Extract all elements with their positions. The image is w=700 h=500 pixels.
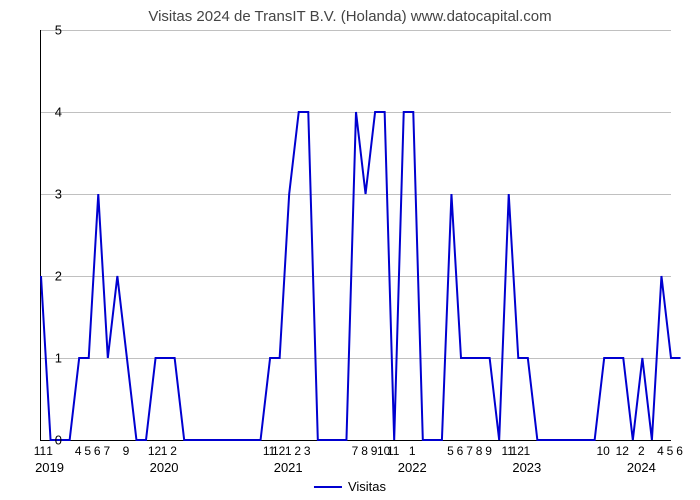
y-tick-label: 5 bbox=[42, 23, 62, 38]
plot-area bbox=[40, 30, 671, 441]
x-month-label: 7 bbox=[103, 444, 110, 458]
x-month-label: 1 bbox=[285, 444, 292, 458]
x-month-label: 7 bbox=[352, 444, 359, 458]
x-month-label: 12 bbox=[616, 444, 629, 458]
legend-label: Visitas bbox=[348, 479, 386, 494]
x-month-label: 1 bbox=[409, 444, 416, 458]
x-month-label: 11 bbox=[34, 444, 46, 458]
x-year-label: 2022 bbox=[398, 460, 427, 475]
x-month-label: 2 bbox=[170, 444, 177, 458]
x-month-labels: 1114567912121112123789101115678911121101… bbox=[40, 444, 670, 459]
x-month-label: 5 bbox=[667, 444, 674, 458]
x-year-label: 2021 bbox=[274, 460, 303, 475]
x-month-label: 5 bbox=[447, 444, 454, 458]
x-month-label: 8 bbox=[361, 444, 368, 458]
y-tick-label: 4 bbox=[42, 105, 62, 120]
x-month-label: 6 bbox=[457, 444, 464, 458]
y-tick-label: 3 bbox=[42, 187, 62, 202]
x-month-label: 9 bbox=[485, 444, 492, 458]
x-year-label: 2024 bbox=[627, 460, 656, 475]
x-year-label: 2020 bbox=[150, 460, 179, 475]
x-month-label: 3 bbox=[304, 444, 311, 458]
x-month-label: 7 bbox=[466, 444, 473, 458]
x-month-label: 4 bbox=[657, 444, 664, 458]
x-year-label: 2019 bbox=[35, 460, 64, 475]
x-month-label: 12 bbox=[272, 444, 285, 458]
x-month-label: 6 bbox=[676, 444, 683, 458]
line-series bbox=[41, 30, 671, 440]
x-month-label: 1 bbox=[161, 444, 168, 458]
x-month-label: 5 bbox=[84, 444, 91, 458]
legend: Visitas bbox=[314, 479, 386, 494]
x-month-label: 10 bbox=[596, 444, 609, 458]
legend-swatch bbox=[314, 486, 342, 488]
x-month-label: 4 bbox=[75, 444, 82, 458]
x-month-label: 2 bbox=[638, 444, 645, 458]
x-year-label: 2023 bbox=[512, 460, 541, 475]
x-month-label: 12 bbox=[511, 444, 524, 458]
x-month-label: 8 bbox=[476, 444, 483, 458]
x-month-label: 6 bbox=[94, 444, 101, 458]
x-month-label: 1 bbox=[46, 444, 53, 458]
y-tick-label: 2 bbox=[42, 269, 62, 284]
y-tick-label: 1 bbox=[42, 351, 62, 366]
x-month-label: 1 bbox=[523, 444, 530, 458]
chart-title: Visitas 2024 de TransIT B.V. (Holanda) w… bbox=[0, 8, 700, 25]
x-month-label: 12 bbox=[148, 444, 161, 458]
x-month-label: 2 bbox=[294, 444, 301, 458]
x-month-label: 11 bbox=[387, 444, 399, 458]
chart-container: Visitas 2024 de TransIT B.V. (Holanda) w… bbox=[0, 0, 700, 500]
x-month-label: 9 bbox=[123, 444, 130, 458]
